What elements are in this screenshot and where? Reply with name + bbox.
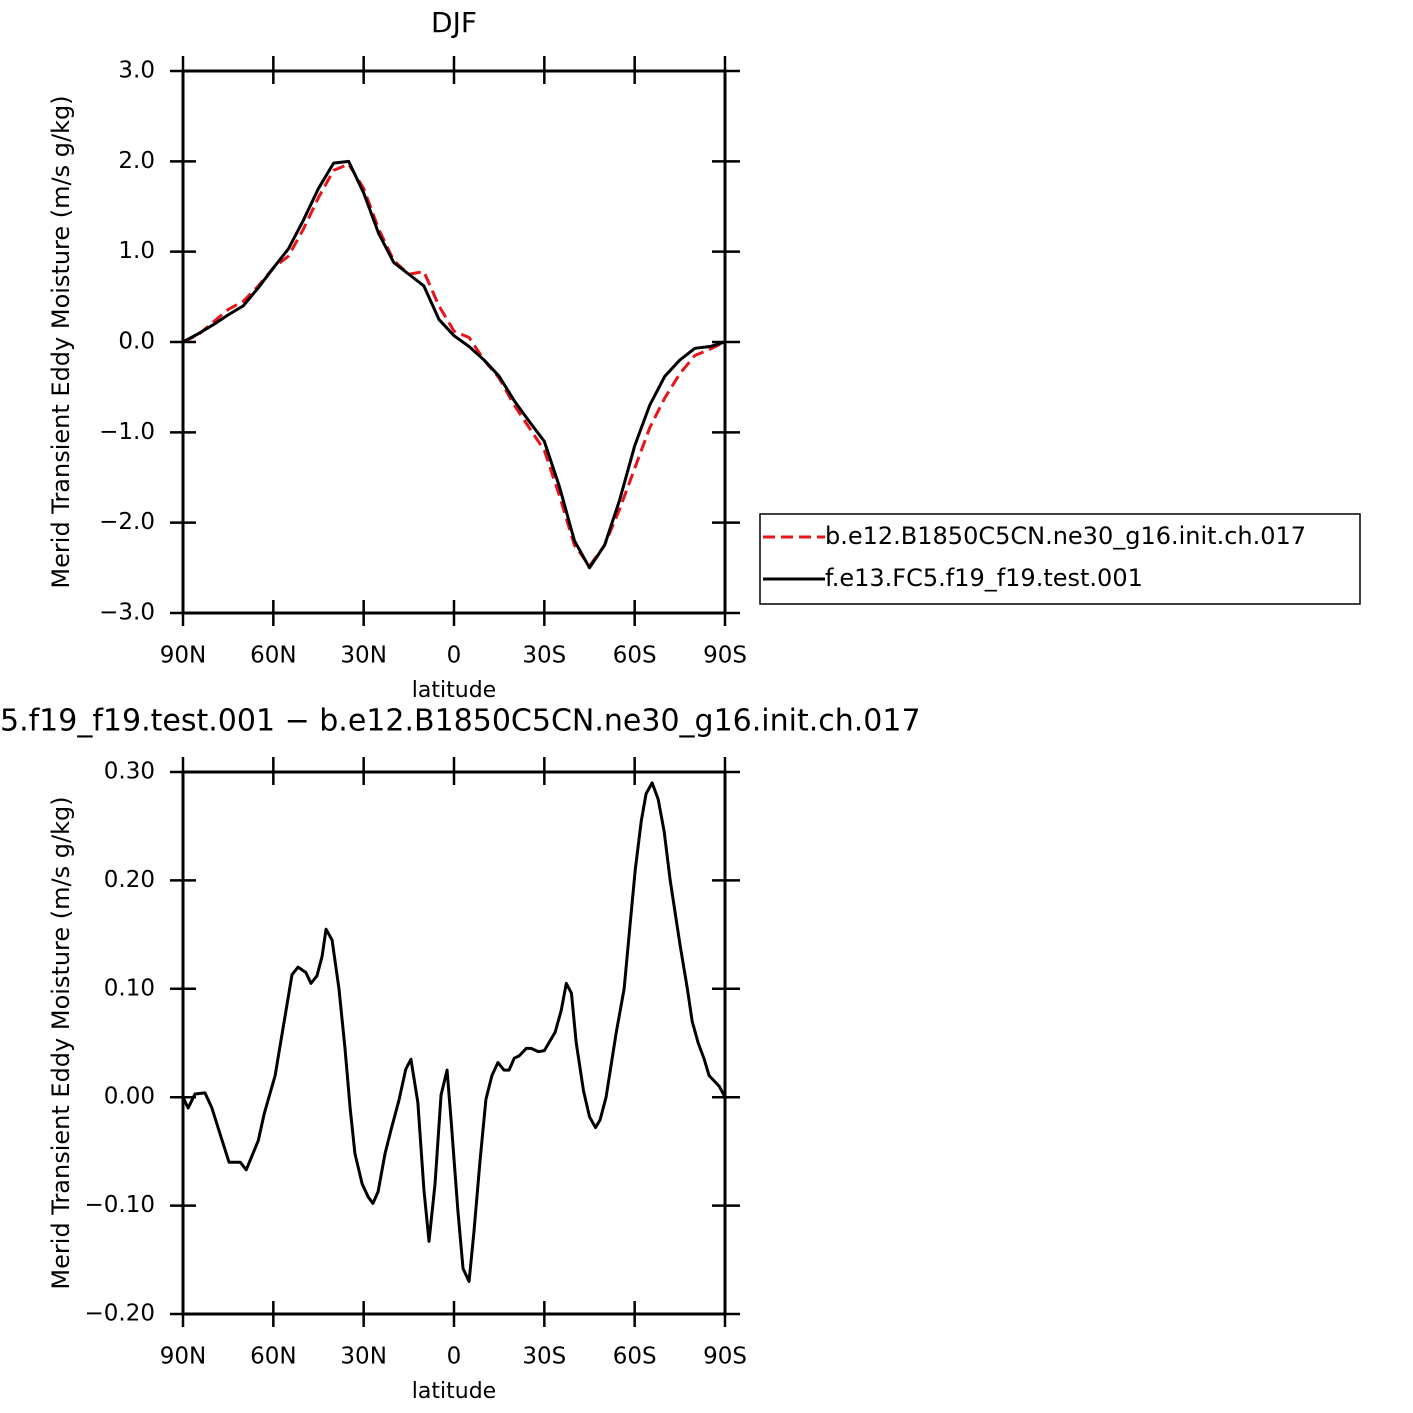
x-tick-label: 60S (613, 1344, 657, 1370)
x-tick-label: 90S (703, 1344, 747, 1370)
data-line (182, 162, 726, 568)
x-tick-label: 30N (340, 643, 386, 669)
y-axis-label: Merid Transient Eddy Moisture (m/s g/kg) (47, 95, 75, 588)
plot-frame (181, 770, 727, 1316)
y-tick-label: −3.0 (99, 600, 155, 626)
y-tick-label: 0.00 (104, 1084, 155, 1110)
plot-frame (181, 69, 727, 615)
data-line (182, 159, 726, 570)
x-tick-label: 0 (447, 643, 462, 669)
x-tick-label: 30S (522, 643, 566, 669)
y-tick-label: −0.20 (85, 1301, 155, 1327)
y-tick-label: 0.0 (118, 329, 155, 355)
legend-label: f.e13.FC5.f19_f19.test.001 (825, 564, 1143, 592)
y-tick-label: 1.0 (118, 238, 155, 264)
chart-title: 5.f19_f19.test.001 − b.e12.B1850C5CN.ne3… (0, 704, 921, 739)
y-tick-label: 0.30 (104, 759, 155, 785)
y-axis-label: Merid Transient Eddy Moisture (m/s g/kg) (47, 796, 75, 1289)
y-tick-label: −2.0 (99, 509, 155, 535)
y-tick-label: 0.20 (104, 867, 155, 893)
x-tick-label: 60N (250, 643, 296, 669)
chart-title: DJF (431, 6, 477, 39)
legend-label: b.e12.B1850C5CN.ne30_g16.init.ch.017 (825, 522, 1306, 550)
data-line (181, 781, 727, 1283)
x-axis-label: latitude (412, 1379, 496, 1404)
y-tick-label: 2.0 (118, 148, 155, 174)
x-tick-label: 30N (340, 1344, 386, 1370)
x-tick-label: 90N (160, 1344, 206, 1370)
x-tick-label: 30S (522, 1344, 566, 1370)
legend-box (759, 513, 1361, 605)
y-tick-label: 0.10 (104, 975, 155, 1001)
x-axis-label: latitude (412, 678, 496, 703)
x-tick-label: 60S (613, 643, 657, 669)
x-tick-label: 0 (447, 1344, 462, 1370)
x-tick-label: 90S (703, 643, 747, 669)
x-tick-label: 90N (160, 643, 206, 669)
y-tick-label: −0.10 (85, 1192, 155, 1218)
y-tick-label: 3.0 (118, 58, 155, 84)
y-tick-label: −1.0 (99, 419, 155, 445)
x-tick-label: 60N (250, 1344, 296, 1370)
